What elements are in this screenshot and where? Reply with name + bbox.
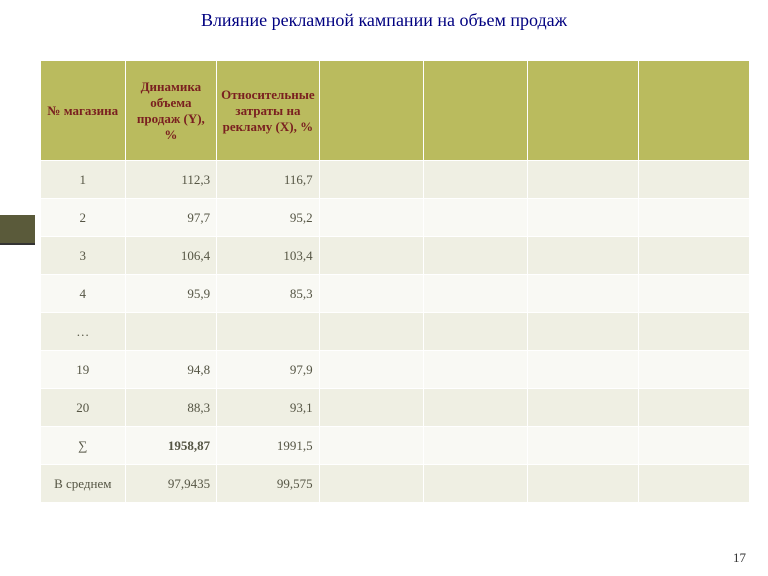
table-row: 3106,4103,4 bbox=[41, 237, 750, 275]
table-cell: 112,3 bbox=[125, 161, 217, 199]
table-cell bbox=[527, 275, 638, 313]
table-row: В среднем97,943599,575 bbox=[41, 465, 750, 503]
table-cell bbox=[638, 237, 749, 275]
page-number: 17 bbox=[733, 550, 746, 566]
table-cell bbox=[638, 389, 749, 427]
table-cell: 97,9 bbox=[217, 351, 319, 389]
table-column-header bbox=[638, 61, 749, 161]
table-row: 1112,3116,7 bbox=[41, 161, 750, 199]
data-table: № магазинаДинамика объема продаж (Y), %О… bbox=[40, 60, 750, 503]
table-cell: 93,1 bbox=[217, 389, 319, 427]
table-cell bbox=[527, 351, 638, 389]
table-cell bbox=[638, 465, 749, 503]
table-column-header bbox=[423, 61, 527, 161]
table-row: ∑1958,871991,5 bbox=[41, 427, 750, 465]
table-cell bbox=[423, 351, 527, 389]
table-cell bbox=[527, 465, 638, 503]
table-cell: 94,8 bbox=[125, 351, 217, 389]
table-cell bbox=[125, 313, 217, 351]
table-cell bbox=[638, 199, 749, 237]
table-row: 495,985,3 bbox=[41, 275, 750, 313]
table-cell bbox=[319, 351, 423, 389]
table-cell bbox=[423, 161, 527, 199]
table-cell: 103,4 bbox=[217, 237, 319, 275]
table-cell bbox=[319, 275, 423, 313]
table-cell bbox=[319, 199, 423, 237]
table-cell bbox=[423, 389, 527, 427]
table-cell: 85,3 bbox=[217, 275, 319, 313]
table-cell bbox=[423, 465, 527, 503]
table-cell: 19 bbox=[41, 351, 126, 389]
table-cell: 116,7 bbox=[217, 161, 319, 199]
table-cell bbox=[527, 161, 638, 199]
data-table-container: № магазинаДинамика объема продаж (Y), %О… bbox=[40, 60, 750, 503]
table-cell: 20 bbox=[41, 389, 126, 427]
table-cell bbox=[319, 427, 423, 465]
table-cell: 97,9435 bbox=[125, 465, 217, 503]
table-cell bbox=[319, 237, 423, 275]
table-column-header bbox=[319, 61, 423, 161]
table-cell bbox=[319, 161, 423, 199]
table-cell: 88,3 bbox=[125, 389, 217, 427]
table-cell bbox=[423, 427, 527, 465]
table-cell bbox=[217, 313, 319, 351]
table-column-header: Относительные затраты на рекламу (X), % bbox=[217, 61, 319, 161]
table-row: 1994,897,9 bbox=[41, 351, 750, 389]
table-body: 1112,3116,7297,795,23106,4103,4495,985,3… bbox=[41, 161, 750, 503]
table-cell bbox=[638, 427, 749, 465]
table-row: 2088,393,1 bbox=[41, 389, 750, 427]
table-cell: 3 bbox=[41, 237, 126, 275]
table-cell: 97,7 bbox=[125, 199, 217, 237]
table-column-header: Динамика объема продаж (Y), % bbox=[125, 61, 217, 161]
slide-decoration-bar bbox=[0, 215, 35, 245]
table-cell bbox=[423, 275, 527, 313]
table-row: … bbox=[41, 313, 750, 351]
table-cell: 1958,87 bbox=[125, 427, 217, 465]
table-cell bbox=[319, 389, 423, 427]
table-cell bbox=[423, 313, 527, 351]
table-cell: 99,575 bbox=[217, 465, 319, 503]
table-cell: 1 bbox=[41, 161, 126, 199]
table-cell bbox=[527, 427, 638, 465]
table-cell: 4 bbox=[41, 275, 126, 313]
table-cell: 106,4 bbox=[125, 237, 217, 275]
table-column-header bbox=[527, 61, 638, 161]
table-header-row: № магазинаДинамика объема продаж (Y), %О… bbox=[41, 61, 750, 161]
table-cell: … bbox=[41, 313, 126, 351]
table-cell bbox=[423, 199, 527, 237]
table-cell bbox=[319, 465, 423, 503]
table-cell: ∑ bbox=[41, 427, 126, 465]
table-cell bbox=[638, 161, 749, 199]
table-cell bbox=[423, 237, 527, 275]
table-column-header: № магазина bbox=[41, 61, 126, 161]
table-cell: 1991,5 bbox=[217, 427, 319, 465]
table-cell bbox=[527, 237, 638, 275]
table-cell bbox=[638, 313, 749, 351]
table-cell bbox=[638, 275, 749, 313]
table-row: 297,795,2 bbox=[41, 199, 750, 237]
table-cell bbox=[527, 313, 638, 351]
table-cell: 95,9 bbox=[125, 275, 217, 313]
table-cell bbox=[319, 313, 423, 351]
table-cell bbox=[638, 351, 749, 389]
table-cell: 2 bbox=[41, 199, 126, 237]
table-cell bbox=[527, 199, 638, 237]
table-cell: В среднем bbox=[41, 465, 126, 503]
slide-title: Влияние рекламной кампании на объем прод… bbox=[0, 0, 768, 51]
table-cell bbox=[527, 389, 638, 427]
table-cell: 95,2 bbox=[217, 199, 319, 237]
